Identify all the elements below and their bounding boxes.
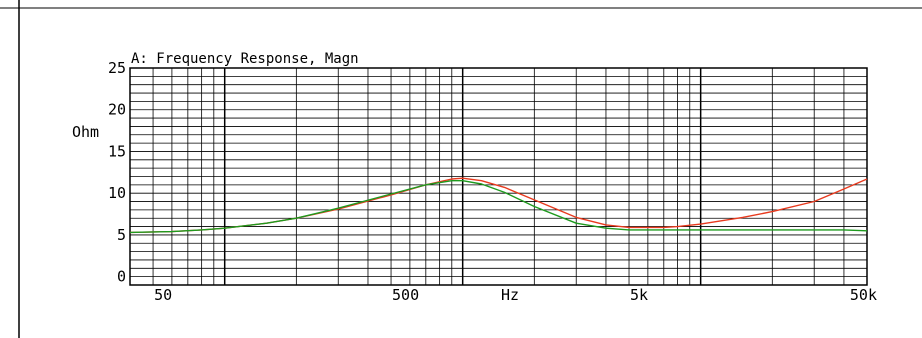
series-line-2 — [129, 179, 868, 234]
x-tick-label: 50k — [850, 286, 877, 304]
tick-labels: 50 500 5k 50k 0 5 10 15 20 25 — [108, 59, 877, 304]
x-tick-label: 50 — [154, 286, 172, 304]
y-tick-label: 10 — [108, 184, 126, 202]
x-tick-label: 5k — [630, 286, 648, 304]
x-axis-label: Hz — [501, 286, 519, 304]
y-axis-label: Ohm — [72, 123, 99, 141]
y-tick-label: 0 — [117, 268, 126, 286]
y-tick-label: 15 — [108, 142, 126, 160]
chart-title: A: Frequency Response, Magn — [131, 51, 359, 67]
grid — [130, 68, 867, 285]
y-tick-label: 5 — [117, 226, 126, 244]
series-layer — [129, 177, 868, 234]
y-tick-label: 20 — [108, 101, 126, 119]
y-tick-label: 25 — [108, 59, 126, 77]
x-tick-label: 500 — [392, 286, 419, 304]
